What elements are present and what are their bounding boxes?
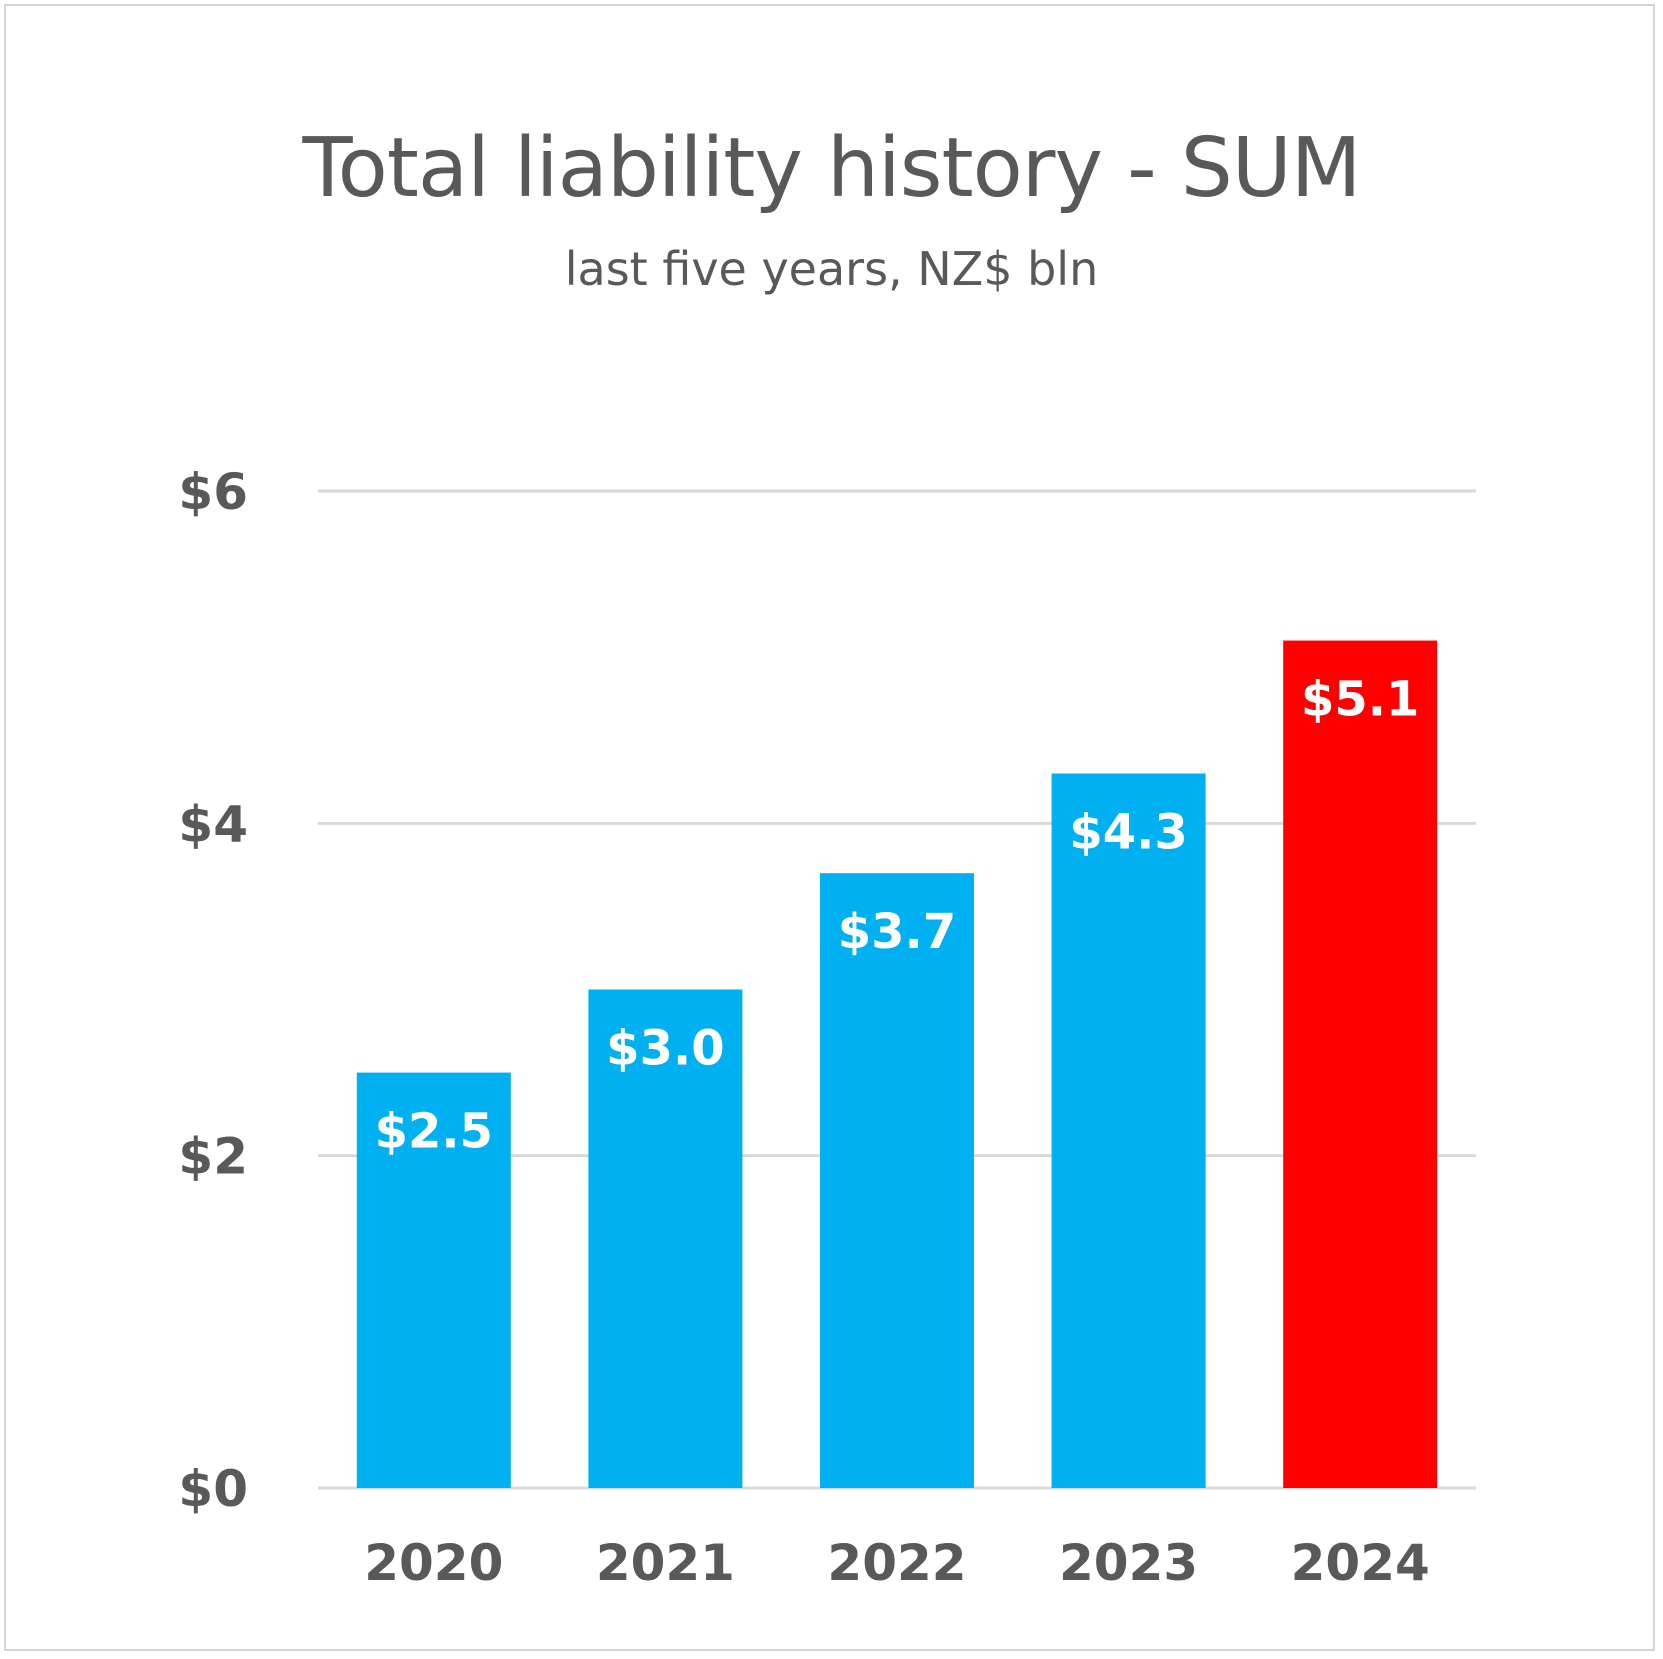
data-label-2023: $4.3	[1069, 804, 1187, 860]
bar-2021	[588, 989, 743, 1488]
chart-subtitle: last five years, NZ$ bln	[564, 242, 1099, 296]
data-label-2022: $3.7	[838, 904, 956, 960]
y-axis: $0 $2 $4 $6	[178, 463, 248, 1518]
x-tick-label-2023: 2023	[1059, 1534, 1198, 1592]
data-labels: $2.5 $3.0 $3.7 $4.3 $5.1	[375, 672, 1420, 1160]
bar-2022	[820, 873, 974, 1488]
chart-title: Total liability history - SUM	[302, 121, 1361, 216]
data-label-2024: $5.1	[1301, 672, 1419, 728]
y-tick-label: $6	[178, 463, 248, 521]
bar-2020	[356, 1072, 511, 1488]
bars	[356, 640, 1438, 1488]
y-tick-label: $2	[178, 1128, 248, 1186]
x-axis: 2020 2021 2022 2023 2024	[364, 1534, 1430, 1592]
x-tick-label-2024: 2024	[1291, 1534, 1430, 1592]
x-tick-label-2020: 2020	[364, 1534, 503, 1592]
bar-2024	[1283, 640, 1438, 1488]
data-label-2021: $3.0	[606, 1021, 724, 1077]
x-tick-label-2022: 2022	[827, 1534, 966, 1592]
data-label-2020: $2.5	[375, 1104, 493, 1160]
x-tick-label-2021: 2021	[596, 1534, 735, 1592]
y-tick-label: $0	[178, 1460, 248, 1518]
bar-2023	[1051, 773, 1206, 1488]
y-tick-label: $4	[178, 795, 248, 853]
